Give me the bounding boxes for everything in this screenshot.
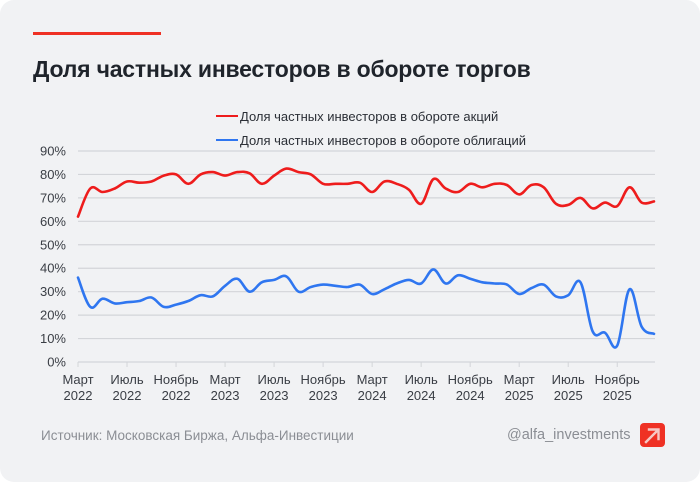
series-line-bonds xyxy=(76,268,656,349)
x-tick-label-year: 2024 xyxy=(407,388,436,403)
x-tick-label-year: 2025 xyxy=(554,388,583,403)
x-tick-label-month: Ноябрь xyxy=(448,372,493,387)
x-tick-label-year: 2022 xyxy=(162,388,191,403)
legend-item-bonds: Доля частных инвесторов в обороте облига… xyxy=(216,128,526,152)
legend-swatch-stocks xyxy=(216,115,238,117)
x-tick-label-month: Июль xyxy=(405,372,438,387)
x-tick-label-month: Ноябрь xyxy=(153,372,198,387)
x-tick-label-year: 2022 xyxy=(113,388,142,403)
y-tick-label: 40% xyxy=(40,261,66,276)
x-tick-label-year: 2024 xyxy=(358,388,387,403)
y-tick-label: 60% xyxy=(40,214,66,229)
source-note: Источник: Московская Биржа, Альфа-Инвест… xyxy=(41,428,354,443)
x-tick-label-month: Июль xyxy=(110,372,143,387)
series-line-stocks xyxy=(76,167,656,218)
x-tick-label-year: 2023 xyxy=(260,388,289,403)
x-tick-label-month: Ноябрь xyxy=(301,372,346,387)
x-tick-label-year: 2022 xyxy=(64,388,93,403)
x-tick-label-month: Ноябрь xyxy=(595,372,640,387)
accent-bar xyxy=(33,32,161,35)
legend-item-stocks: Доля частных инвесторов в обороте акций xyxy=(216,104,526,128)
x-axis-ticks: Март2022Июль2022Ноябрь2022Март2023Июль20… xyxy=(62,362,640,403)
series-lines xyxy=(76,167,656,349)
x-tick-label-month: Июль xyxy=(257,372,290,387)
legend-label-bonds: Доля частных инвесторов в обороте облига… xyxy=(240,132,527,148)
y-tick-label: 90% xyxy=(40,144,66,159)
x-tick-label-month: Март xyxy=(357,372,388,387)
social-handle[interactable]: @alfa_investments xyxy=(507,427,631,443)
x-tick-label-month: Март xyxy=(504,372,535,387)
legend-label-stocks: Доля частных инвесторов в обороте акций xyxy=(240,108,499,124)
x-tick-label-year: 2025 xyxy=(505,388,534,403)
y-tick-label: 20% xyxy=(40,308,66,323)
y-tick-label: 30% xyxy=(40,284,66,299)
x-tick-label-month: Июль xyxy=(552,372,585,387)
y-tick-label: 50% xyxy=(40,237,66,252)
x-tick-label-year: 2024 xyxy=(456,388,485,403)
x-tick-label-year: 2023 xyxy=(211,388,240,403)
x-tick-label-year: 2023 xyxy=(309,388,338,403)
y-tick-label: 70% xyxy=(40,190,66,205)
y-tick-label: 10% xyxy=(40,331,66,346)
y-axis-ticks: 0% 10% 20% 30% 40% 50% 60% 70% 80% 90% xyxy=(40,144,66,370)
y-tick-label: 0% xyxy=(47,355,66,370)
grid-lines xyxy=(78,150,655,363)
legend: Доля частных инвесторов в обороте акций … xyxy=(216,104,526,152)
chart-title: Доля частных инвесторов в обороте торгов xyxy=(33,56,531,82)
x-tick-label-month: Март xyxy=(62,372,93,387)
alfa-logo-icon xyxy=(640,423,665,447)
x-tick-label-year: 2025 xyxy=(603,388,632,403)
y-tick-label: 80% xyxy=(40,167,66,182)
x-tick-label-month: Март xyxy=(210,372,241,387)
legend-swatch-bonds xyxy=(216,139,238,141)
